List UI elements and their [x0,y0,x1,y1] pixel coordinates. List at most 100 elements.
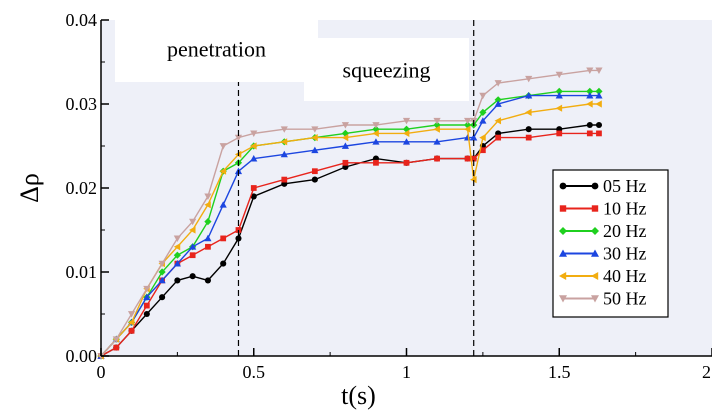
data-point [470,134,478,141]
data-point [204,234,212,242]
legend-entry: 05 Hz [559,176,647,196]
data-point [342,159,349,166]
data-point [596,130,602,137]
data-point [433,117,441,125]
y-axis-label: Δρ [15,173,44,203]
axes: 0 0.5 1 1.5 2 0.00 0.01 0.02 0.03 0.04 [66,10,712,382]
data-point [586,87,594,95]
data-point [311,126,319,133]
legend-entry: 50 Hz [559,289,647,309]
data-point [341,134,349,142]
y-tick-label: 0.01 [66,262,98,282]
data-point [402,129,410,137]
y-tick-label: 0.02 [66,178,98,198]
data-point [173,251,181,259]
data-point [205,243,211,250]
x-tick-label: 0 [97,362,106,382]
legend-marker [591,249,599,257]
data-point [250,155,258,162]
x-tick-label: 1.5 [548,362,571,382]
legend-marker [591,182,599,190]
data-point [158,276,166,284]
data-point [595,67,603,74]
data-point [464,117,472,125]
data-point [525,108,532,116]
annotation-box [115,15,318,82]
data-point [173,243,181,251]
data-point [464,155,471,162]
data-point [402,138,411,145]
legend-marker [591,272,599,280]
data-point [433,121,441,129]
data-point [464,125,471,133]
data-point [143,293,151,301]
data-point [219,143,227,150]
data-point [250,185,257,191]
data-point [219,201,227,208]
legend-label: 05 Hz [603,176,647,196]
data-point [495,134,502,141]
x-axis-label: t(s) [341,381,376,410]
data-point [341,122,349,129]
data-point [189,218,197,226]
data-point [281,176,288,183]
data-point [250,193,257,200]
data-point [189,243,197,250]
data-point [250,130,258,137]
data-point [143,302,150,309]
data-point [173,260,181,267]
data-point [372,122,380,129]
data-point [525,134,532,141]
data-point [204,193,212,200]
labels: penetration squeezing t(s) Δρ [15,15,469,410]
legend-entry: 30 Hz [559,244,647,264]
data-point [204,218,212,226]
data-point [219,167,227,175]
data-point [372,129,379,137]
data-point [173,235,181,242]
data-point [479,117,487,124]
data-point [143,310,150,318]
legend-label: 30 Hz [603,244,647,264]
data-point [494,96,502,104]
legend-entry: 40 Hz [559,266,647,286]
legend-marker [559,295,567,303]
data-point [595,87,603,95]
legend-marker [591,205,599,212]
data-point [433,125,440,133]
x-tick-label: 1 [402,362,411,382]
data-point [586,100,593,108]
legend-label: 50 Hz [603,289,647,309]
data-point [220,235,227,242]
data-point [189,273,196,280]
data-point [280,126,288,133]
data-point [158,260,166,268]
data-point [189,252,196,259]
legend-entry: 10 Hz [559,199,647,219]
data-point [341,142,349,149]
data-point [586,92,594,99]
data-point [113,344,120,351]
data-point [127,311,136,318]
legend-marker [591,295,599,303]
data-point [586,130,593,137]
data-point [204,277,211,284]
data-point [525,75,533,83]
data-point [464,121,472,129]
x-tick-label: 0.5 [243,362,266,382]
data-point [595,100,602,108]
legend-marker [559,227,567,235]
data-point [479,147,486,154]
data-point [189,226,196,234]
legend-box [552,169,669,318]
legend-label: 20 Hz [603,221,647,241]
data-point [280,138,288,146]
data-point [250,142,257,150]
data-point [280,150,288,158]
data-point [127,318,135,326]
data-point [174,277,181,284]
legend-label: 10 Hz [603,199,647,219]
data-point [372,138,380,145]
data-point [586,121,593,129]
